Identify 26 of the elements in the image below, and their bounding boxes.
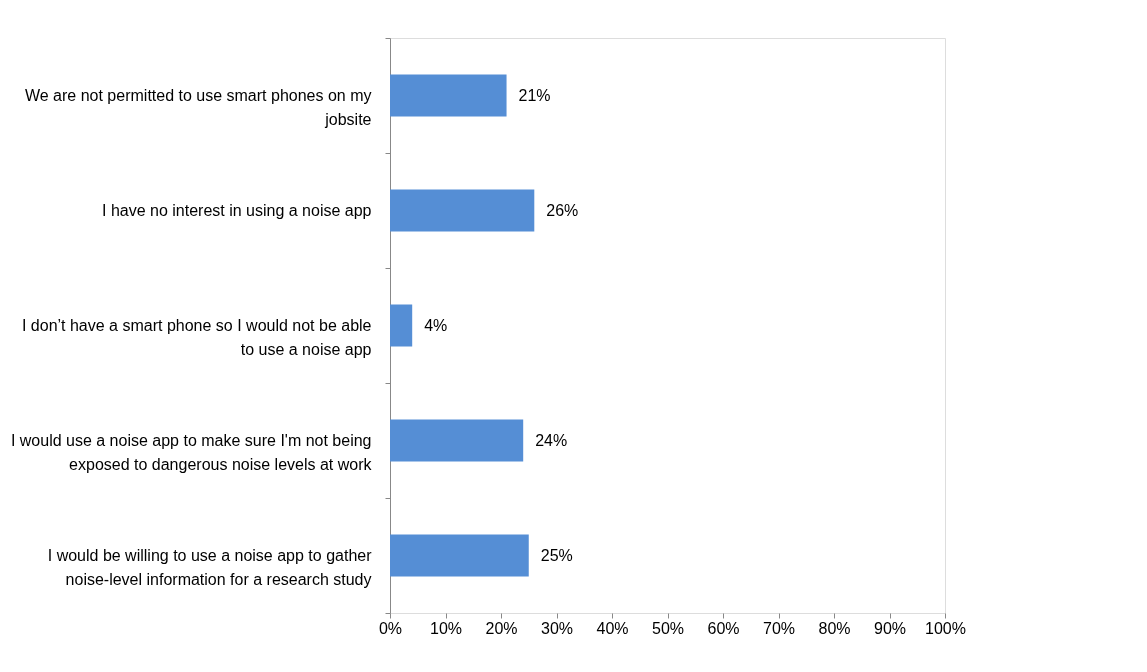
x-tick-label: 40% <box>596 619 629 637</box>
x-tick-label: 20% <box>485 619 518 637</box>
bar <box>390 419 524 462</box>
data-label: 21% <box>518 86 551 104</box>
data-label: 4% <box>424 316 448 334</box>
x-tick-label: 0% <box>378 619 403 637</box>
y-tick-label: I don’t have a smart phone so I would not be able to use a noise app <box>21 317 372 358</box>
x-tick-label: 50% <box>651 619 685 637</box>
x-tick-label: 70% <box>762 619 796 637</box>
bar <box>390 74 507 117</box>
bar <box>390 304 413 347</box>
x-tick-label: 80% <box>818 619 851 637</box>
y-tick-label: I would use a noise app to make sure I'm not being exposed to dangerous noise levels at work <box>10 432 373 473</box>
bar <box>390 189 535 232</box>
x-tick-label: 60% <box>707 619 740 637</box>
x-tick-label: 100% <box>925 619 966 637</box>
bar <box>390 534 529 577</box>
y-tick-label: I would be willing to use a noise app to gather noise-level information for a research study <box>47 547 373 588</box>
x-tick-label: 30% <box>540 619 574 637</box>
y-tick-label: We are not permitted to use smart phones on my jobsite <box>24 87 372 128</box>
data-label: 24% <box>535 431 568 449</box>
y-tick-label: I have no interest in using a noise app <box>101 202 372 219</box>
x-tick-label: 10% <box>429 619 463 637</box>
data-label: 26% <box>546 201 579 219</box>
data-label: 25% <box>540 546 573 564</box>
x-tick-label: 90% <box>873 619 907 637</box>
